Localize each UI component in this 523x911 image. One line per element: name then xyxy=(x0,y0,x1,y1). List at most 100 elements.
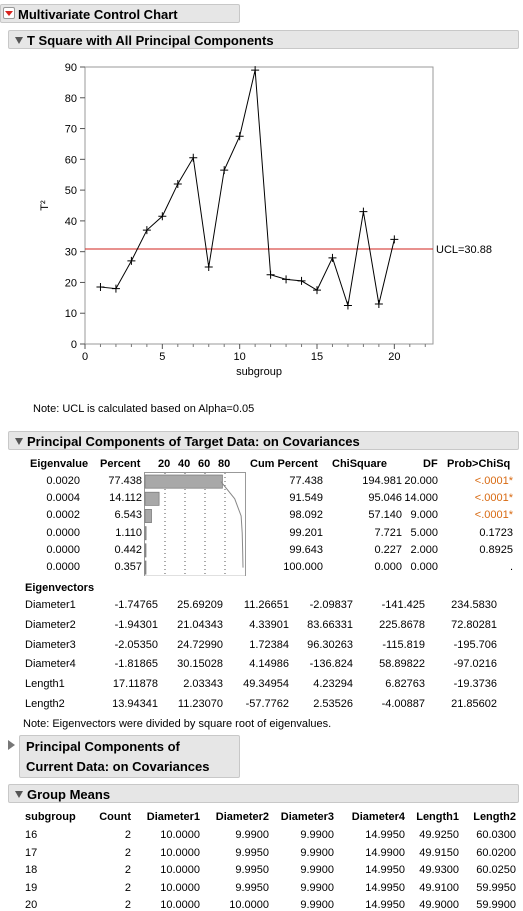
tsquare-title: T Square with All Principal Components xyxy=(27,33,274,48)
group-means-cell: 59.9950 xyxy=(476,881,516,894)
tsquare-series-line xyxy=(100,69,395,306)
eigenvector-cell: 4.14986 xyxy=(249,658,289,671)
group-means-cell: 10.0000 xyxy=(160,829,200,841)
eigenvector-cell: 6.82763 xyxy=(385,678,425,691)
ucl-label: UCL=30.88 xyxy=(436,244,492,256)
main-report-header[interactable]: Multivariate Control Chart xyxy=(0,4,240,23)
group-means-cell: 9.9900 xyxy=(300,846,334,859)
disclosure-open-icon[interactable] xyxy=(15,791,23,798)
group-means-cell: 59.9900 xyxy=(476,899,516,911)
group-means-col-header: subgroup xyxy=(25,811,76,823)
y-tick-label: 40 xyxy=(65,216,77,228)
eigenvector-cell: -1.81865 xyxy=(114,658,158,671)
group-means-outline-header[interactable]: Group Means xyxy=(8,784,519,803)
df-cell: 5.000 xyxy=(410,526,438,539)
disclosure-open-icon[interactable] xyxy=(15,37,23,44)
eigenvector-cell: 17.11878 xyxy=(112,678,158,691)
tsquare-outline-header[interactable]: T Square with All Principal Components xyxy=(8,30,519,49)
cum-percent-cell: 77.438 xyxy=(289,475,323,487)
data-point-marker xyxy=(220,166,229,175)
y-tick-label: 50 xyxy=(65,185,77,197)
percent-cell: 6.543 xyxy=(114,509,142,522)
prob-cell: 0.8925 xyxy=(479,543,513,556)
percent-bar xyxy=(144,474,223,489)
group-means-cell: 17 xyxy=(25,846,38,859)
group-means-cell: 16 xyxy=(25,829,38,841)
pc-target-outline-header[interactable]: Principal Components of Target Data: on … xyxy=(8,431,519,450)
eigenvector-cell: -1.94301 xyxy=(114,618,158,631)
group-means-cell: 60.0300 xyxy=(476,829,516,841)
col-header-df: DF xyxy=(423,458,438,470)
eigenvector-cell: 2.53526 xyxy=(313,698,353,710)
eigenvector-cell: 11.26651 xyxy=(243,599,289,611)
group-means-cell: 9.9900 xyxy=(235,829,269,841)
bar-tick-20: 20 xyxy=(158,458,171,470)
data-point-marker xyxy=(173,179,182,188)
x-tick-label: 10 xyxy=(234,351,246,363)
eigenvector-cell: 11.23070 xyxy=(177,698,223,710)
group-means-cell: 10.0000 xyxy=(160,846,200,859)
eigenvector-cell: 2.03343 xyxy=(183,678,223,691)
chisquare-cell: 57.140 xyxy=(368,509,402,522)
eigenvector-cell: -57.7762 xyxy=(245,698,289,710)
col-header-cum-percent: Cum Percent xyxy=(250,458,318,470)
group-means-cell: 14.9950 xyxy=(365,899,405,911)
prob-cell: <.0001* xyxy=(474,509,513,522)
eigenvector-cell: -2.09837 xyxy=(309,599,353,611)
y-axis-label: T² xyxy=(39,200,51,211)
group-means-cell: 9.9950 xyxy=(235,881,269,894)
pc-current-outline-header[interactable]: Principal Components of Current Data: on… xyxy=(8,735,240,778)
eigenvector-cell: -115.819 xyxy=(382,638,425,651)
y-tick-label: 10 xyxy=(65,308,77,320)
cum-percent-cell: 99.643 xyxy=(289,543,323,556)
df-cell: 0.000 xyxy=(410,561,438,573)
eigenvector-cell: -141.425 xyxy=(381,599,425,611)
eigenvector-cell: -2.05350 xyxy=(114,638,158,651)
eigenvector-cell: -195.706 xyxy=(453,638,497,651)
prob-cell: <.0001* xyxy=(474,475,513,487)
group-means-cell: 10.0000 xyxy=(160,881,200,894)
eigenvalue-cell: 0.0000 xyxy=(46,526,80,539)
percent-cell: 77.438 xyxy=(108,475,142,487)
eigenvector-cell: 234.5830 xyxy=(451,599,497,611)
group-means-cell: 9.9900 xyxy=(300,829,334,841)
disclosure-open-icon[interactable] xyxy=(15,438,23,445)
tsquare-control-chart: 0 10 20 30 40 50 60 70 80 90 0 5 10 15 20 subgroup T² UCL… xyxy=(39,62,492,378)
eigenvalue-cell: 0.0020 xyxy=(46,475,80,487)
eigenvector-cell: 225.8678 xyxy=(379,618,425,631)
cum-percent-cell: 98.092 xyxy=(289,509,323,522)
df-cell: 14.000 xyxy=(404,492,438,505)
eigenvector-row-label: Diameter1 xyxy=(25,599,76,611)
data-point-marker xyxy=(313,286,321,295)
eigenvector-cell: 24.72990 xyxy=(177,638,223,651)
cumulative-curve xyxy=(220,481,244,568)
group-means-cell: 10.0000 xyxy=(160,864,200,876)
percent-bar xyxy=(144,509,152,523)
disclosure-closed-icon[interactable] xyxy=(8,740,15,750)
y-tick-label: 80 xyxy=(65,93,77,105)
group-means-cell: 14.9950 xyxy=(365,829,405,841)
chisquare-cell: 0.000 xyxy=(374,561,402,573)
df-cell: 20.000 xyxy=(404,475,438,487)
eigenvector-cell: 4.23294 xyxy=(313,678,353,691)
x-tick-label: 0 xyxy=(82,351,88,363)
eigenvector-cell: -97.0216 xyxy=(453,658,497,671)
eigenvector-cell: -4.00887 xyxy=(381,698,425,710)
y-tick-label: 0 xyxy=(71,339,77,351)
prob-cell: <.0001* xyxy=(474,492,513,505)
group-means-cell: 2 xyxy=(124,829,131,841)
group-means-col-header: Count xyxy=(99,811,131,823)
group-means-cell: 9.9950 xyxy=(235,846,269,859)
eigenvector-cell: 96.30263 xyxy=(307,638,353,651)
eigenvalue-cell: 0.0004 xyxy=(46,492,80,505)
group-means-cell: 49.9000 xyxy=(419,899,459,911)
data-point-marker xyxy=(235,132,244,141)
ucl-note: Note: UCL is calculated based on Alpha=0… xyxy=(33,403,255,415)
data-point-marker xyxy=(189,153,198,162)
group-means-cell: 49.9100 xyxy=(419,881,459,894)
red-triangle-menu-icon[interactable] xyxy=(3,7,15,19)
group-means-cell: 2 xyxy=(124,899,131,911)
group-means-cell: 49.9300 xyxy=(419,864,459,876)
eigenvalue-cell: 0.0000 xyxy=(46,543,80,556)
col-header-prob: Prob>ChiSq xyxy=(447,458,511,470)
